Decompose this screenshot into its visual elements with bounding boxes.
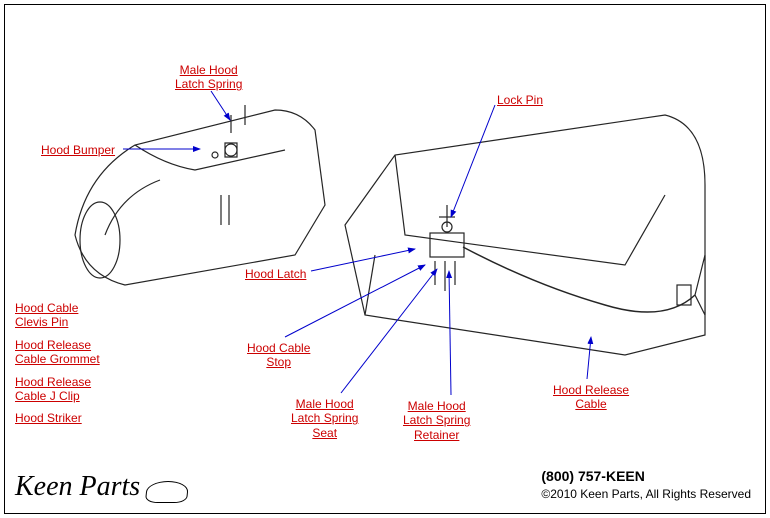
callout-hood-release-cable[interactable]: Hood ReleaseCable bbox=[553, 383, 629, 412]
legend-item-1[interactable]: Hood ReleaseCable Grommet bbox=[15, 338, 100, 367]
legend-item-3[interactable]: Hood Striker bbox=[15, 411, 100, 425]
diagram-frame: Male HoodLatch Spring Hood Bumper Lock Pin… bbox=[4, 4, 766, 514]
callout-hood-latch[interactable]: Hood Latch bbox=[245, 267, 306, 281]
callout-male-hood-latch-spring[interactable]: Male HoodLatch Spring bbox=[175, 63, 242, 92]
callout-male-hood-latch-spring-retainer[interactable]: Male HoodLatch SpringRetainer bbox=[403, 399, 470, 442]
callout-lock-pin[interactable]: Lock Pin bbox=[497, 93, 543, 107]
logo-text: Keen Parts bbox=[15, 471, 140, 503]
copyright-text: ©2010 Keen Parts, All Rights Reserved bbox=[541, 486, 751, 503]
callout-hood-bumper[interactable]: Hood Bumper bbox=[41, 143, 115, 157]
legend-item-2[interactable]: Hood ReleaseCable J Clip bbox=[15, 375, 100, 404]
parts-illustration bbox=[65, 55, 715, 415]
legend-item-0[interactable]: Hood CableClevis Pin bbox=[15, 301, 100, 330]
logo-car-icon bbox=[145, 481, 189, 503]
legend-list: Hood CableClevis Pin Hood ReleaseCable Gr… bbox=[15, 301, 100, 434]
footer-info: (800) 757-KEEN ©2010 Keen Parts, All Rig… bbox=[541, 467, 751, 503]
callout-male-hood-latch-spring-seat[interactable]: Male HoodLatch SpringSeat bbox=[291, 397, 358, 440]
brand-logo: Keen Parts bbox=[15, 471, 188, 503]
callout-hood-cable-stop[interactable]: Hood CableStop bbox=[247, 341, 310, 370]
phone-number: (800) 757-KEEN bbox=[541, 467, 751, 487]
